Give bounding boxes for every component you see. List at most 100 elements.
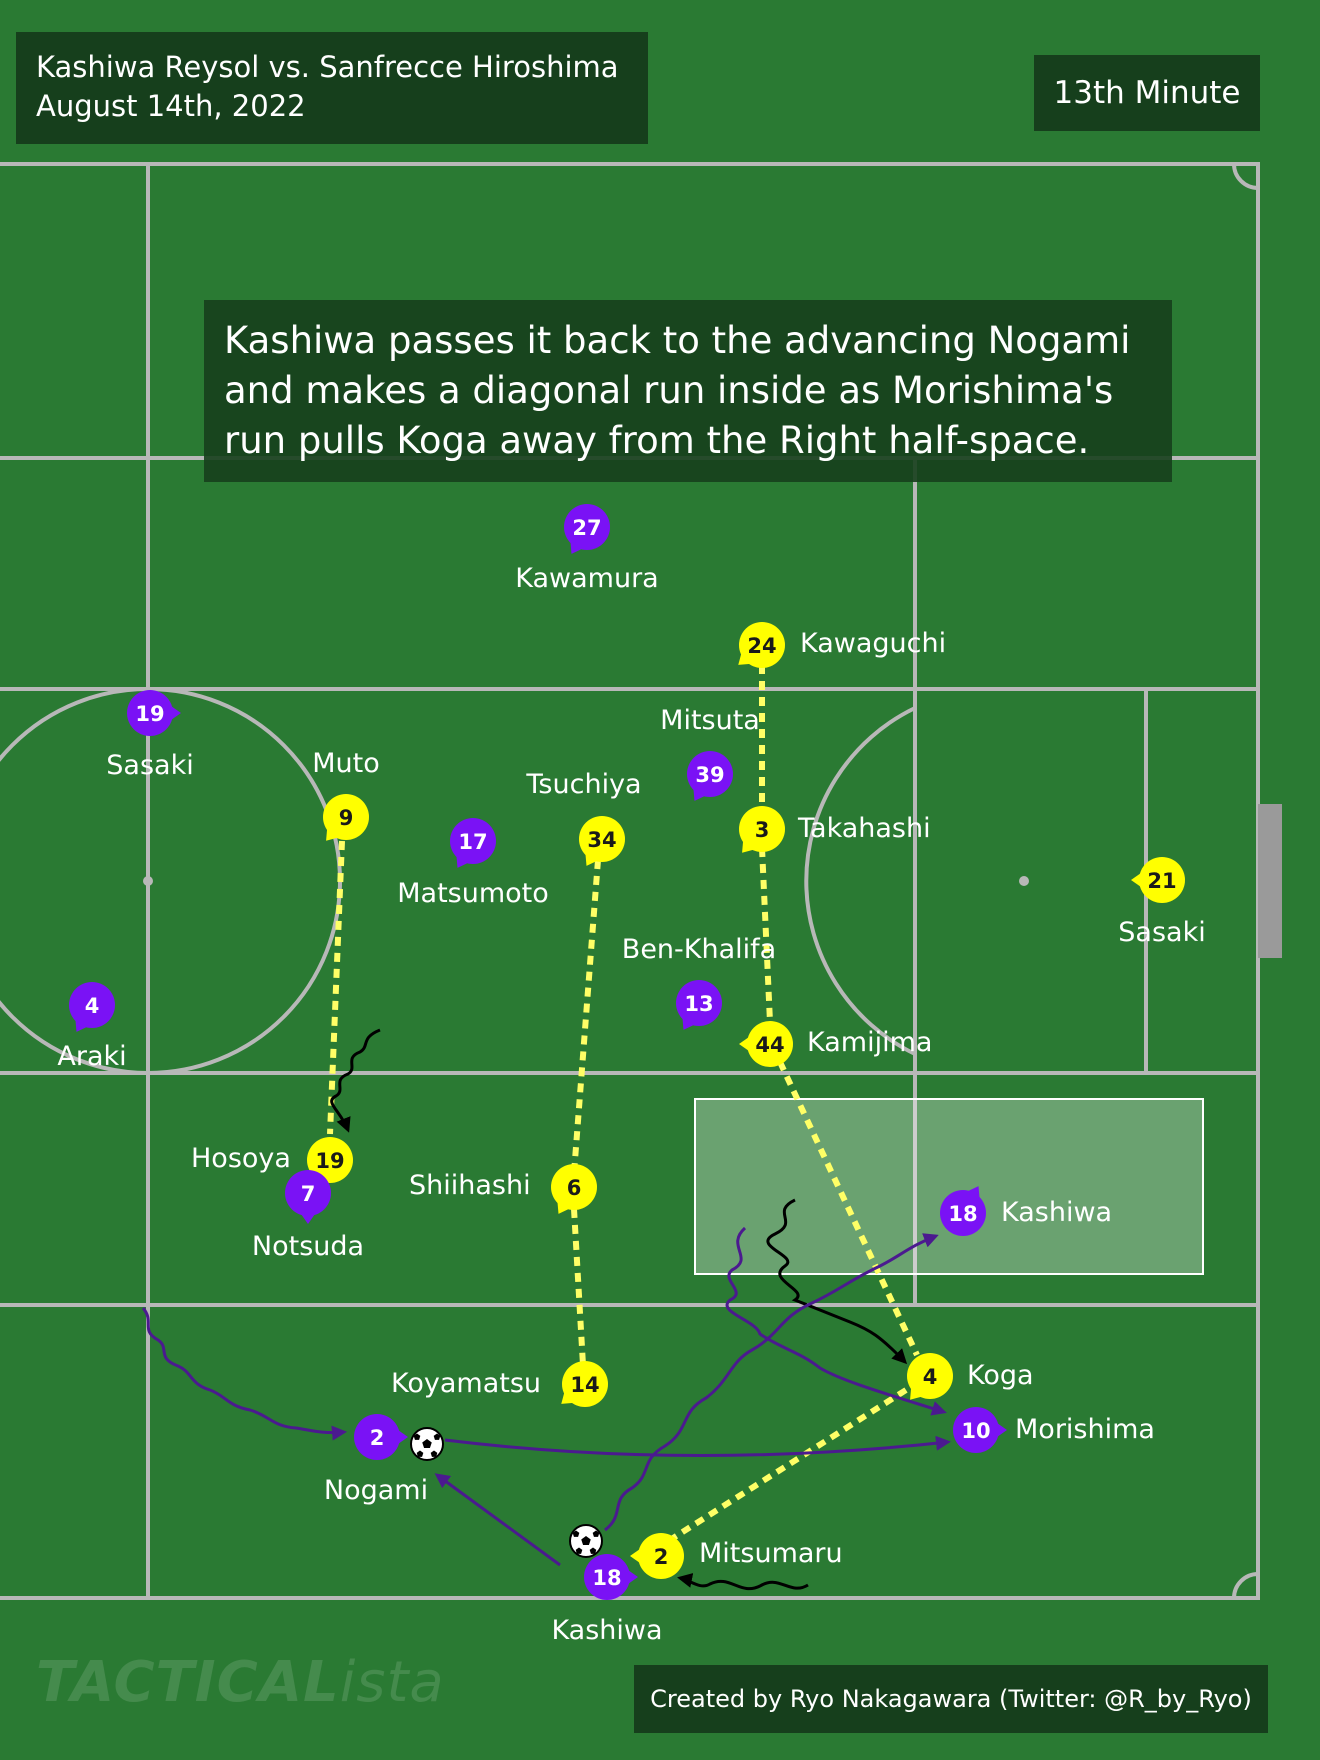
hiroshima-player-marker: 18 (940, 1186, 986, 1236)
player-number: 34 (587, 828, 616, 852)
facing-arrow (301, 1214, 315, 1224)
player-dot (584, 1554, 630, 1600)
kashiwa-player-marker: 9 (323, 794, 369, 841)
player-dot (579, 816, 625, 862)
player-dot (739, 806, 785, 852)
player-number: 2 (654, 1545, 669, 1569)
player-label: Koyamatsu (391, 1368, 542, 1399)
hiroshima-player-marker: 18 (584, 1554, 638, 1600)
centre-circle (0, 687, 342, 1075)
kashiwa-player-marker: 21 (1131, 857, 1185, 903)
hiroshima-player-marker: 13 (676, 980, 722, 1030)
player-label: Morishima (1015, 1414, 1155, 1445)
match-header: Kashiwa Reysol vs. Sanfrecce Hiroshima A… (16, 32, 648, 144)
player-label: Takahashi (798, 813, 931, 844)
annotation-line-1: Kashiwa passes it back to the advancing … (224, 319, 1131, 362)
player-number: 18 (948, 1202, 977, 1226)
hiroshima-player-marker: 7 (285, 1170, 331, 1224)
player-number: 13 (684, 992, 713, 1016)
player-number: 44 (755, 1033, 784, 1057)
player-label: Kawaguchi (800, 628, 947, 659)
player-label: Mitsuta (660, 705, 760, 736)
player-dot (940, 1190, 986, 1236)
hiroshima-player-marker: 19 (127, 690, 181, 736)
watermark-main: TACTICAL (36, 1650, 340, 1715)
player-number: 17 (458, 830, 487, 854)
corner-arc-top (1232, 163, 1259, 190)
player-label: Matsumoto (397, 878, 549, 909)
minute-badge: 13th Minute (1034, 55, 1260, 131)
defender-movement-runs (330, 1028, 908, 1591)
player-number: 27 (572, 516, 601, 540)
player-dot (551, 1164, 597, 1210)
goal (1258, 804, 1282, 958)
player-number: 7 (301, 1182, 316, 1206)
player-dot (307, 1137, 353, 1183)
player-number: 9 (339, 806, 354, 830)
player-number: 2 (370, 1426, 385, 1450)
player-number: 18 (592, 1566, 621, 1590)
player-dot (907, 1353, 953, 1399)
player-number: 39 (695, 763, 724, 787)
hiroshima-player-marker: 10 (953, 1407, 1007, 1453)
player-label: Hosoya (191, 1143, 291, 1174)
facing-arrow (398, 1430, 408, 1444)
player-label: Nogami (323, 1475, 429, 1506)
player-number: 3 (755, 818, 770, 842)
hiroshima-movement-runs (141, 1226, 947, 1532)
player-number: 14 (570, 1373, 599, 1397)
passing-lanes (327, 665, 920, 1543)
facing-arrow (630, 1549, 640, 1563)
player-dot (450, 818, 496, 864)
player-label: Muto (312, 748, 380, 779)
hiroshima-player-marker: 17 (450, 818, 496, 868)
player-number: 24 (747, 634, 776, 658)
facing-arrow (997, 1423, 1007, 1437)
player-dot (676, 980, 722, 1026)
player-label: Araki (57, 1041, 127, 1072)
player-dot (687, 751, 733, 797)
kashiwa-player-marker: 14 (561, 1361, 608, 1407)
annotation-line-2: and makes a diagonal run inside as Moris… (224, 369, 1114, 412)
player-dot (69, 982, 115, 1028)
annotation-line-3: run pulls Koga away from the Right half-… (224, 419, 1090, 462)
hiroshima-player-marker: 39 (687, 751, 733, 801)
hiroshima-player-marker: 27 (564, 504, 610, 554)
player-label: Koga (967, 1360, 1034, 1391)
facing-arrow (1131, 873, 1141, 887)
kashiwa-player-marker: 44 (739, 1021, 793, 1067)
highlight-zone (694, 1098, 1204, 1275)
pass-arrow-kashiwa-to-nogami (434, 1473, 561, 1567)
player-label: Kawamura (515, 563, 659, 594)
corner-arc-bottom (1232, 1572, 1259, 1599)
player-dot (354, 1414, 400, 1460)
centre-spot (143, 876, 153, 886)
player-number: 10 (961, 1419, 990, 1443)
match-date: August 14th, 2022 (36, 89, 306, 123)
player-number: 4 (85, 994, 100, 1018)
watermark-logo: TACTICALista (36, 1650, 445, 1715)
player-dot (564, 504, 610, 550)
kashiwa-player-marker: 34 (579, 816, 625, 866)
kashiwa-player-marker: 24 (738, 622, 785, 668)
player-dot (323, 794, 369, 840)
player-label: Shiihashi (409, 1170, 531, 1201)
player-dot (1139, 857, 1185, 903)
player-label: Kashiwa (1001, 1197, 1113, 1228)
football-icon (410, 1427, 444, 1461)
player-dot (127, 690, 173, 736)
player-number: 21 (1147, 869, 1176, 893)
player-number: 6 (567, 1176, 582, 1200)
player-dot (747, 1021, 793, 1067)
pass-arrow-nogami-to-morishima (444, 1435, 951, 1458)
kashiwa-player-marker: 2 (630, 1533, 684, 1579)
player-dot (285, 1170, 331, 1216)
annotation-box: Kashiwa passes it back to the advancing … (204, 300, 1172, 482)
player-number: 4 (923, 1365, 938, 1389)
player-label: Kashiwa (551, 1615, 663, 1646)
hiroshima-player-marker: 4 (69, 982, 115, 1032)
player-label: Tsuchiya (526, 769, 642, 800)
player-number: 19 (315, 1149, 344, 1173)
